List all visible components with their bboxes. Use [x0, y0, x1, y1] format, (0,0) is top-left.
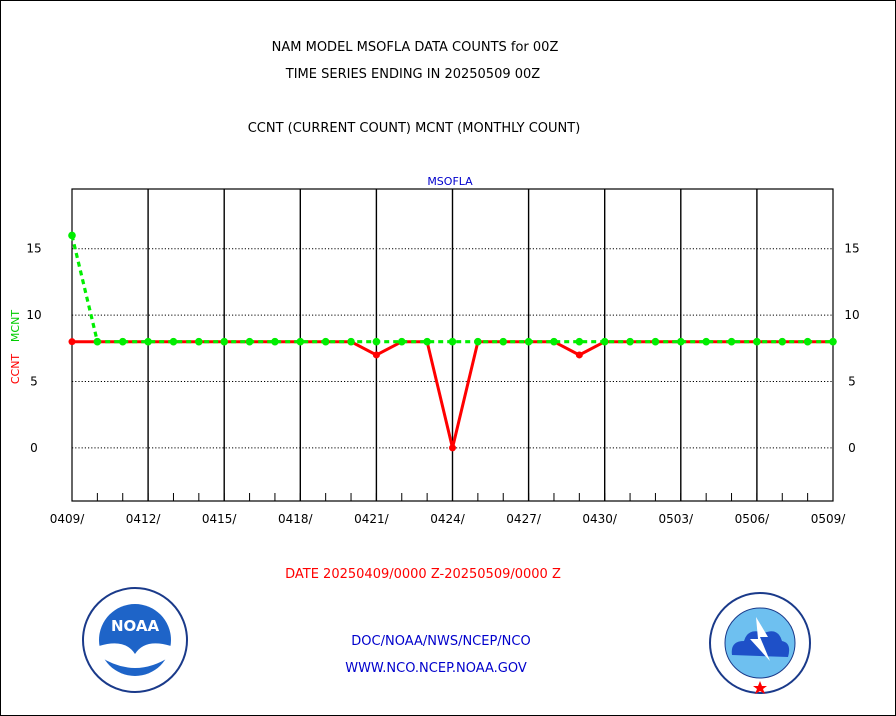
data-point-mcnt	[169, 337, 178, 346]
chart-title-line2: TIME SERIES ENDING IN 20250509 00Z	[285, 67, 541, 82]
x-tick-label: 0418/	[278, 512, 314, 526]
data-point-ccnt	[372, 351, 380, 359]
data-point-ccnt	[575, 351, 583, 359]
y-axis-title: CCNT MCNT	[9, 310, 22, 384]
y-tick-label-right: 5	[848, 375, 856, 389]
data-point-mcnt	[524, 337, 533, 346]
chart-title-line1: NAM MODEL MSOFLA DATA COUNTS for 00Z	[272, 40, 559, 55]
y-tick-label-right: 10	[844, 308, 859, 322]
data-point-ccnt	[449, 444, 456, 452]
nws-logo	[709, 592, 811, 694]
tick-layer: 0409/0412/0415/0418/0421/0424/0427/0430/…	[26, 242, 859, 526]
plot-area: 0409/0412/0415/0418/0421/0424/0427/0430/…	[26, 188, 860, 526]
y-tick-label-left: 15	[26, 242, 41, 256]
data-point-mcnt	[727, 337, 736, 346]
data-point-mcnt	[347, 337, 355, 346]
y-tick-label-left: 10	[26, 308, 41, 322]
x-tick-label: 0430/	[582, 512, 618, 526]
y-tick-label-right: 15	[844, 242, 859, 256]
noaa-logo-text: NOAA	[111, 617, 160, 635]
x-tick-label: 0412/	[126, 512, 162, 526]
y-tick-label-left: 0	[30, 441, 38, 455]
x-tick-label: 0509/	[811, 512, 847, 526]
data-point-mcnt	[195, 337, 203, 346]
data-point-mcnt	[296, 337, 305, 346]
data-point-mcnt	[626, 337, 634, 346]
nws-star-icon	[753, 681, 767, 694]
data-point-mcnt	[423, 337, 431, 346]
data-point-mcnt	[448, 337, 457, 346]
x-tick-label: 0427/	[506, 512, 542, 526]
data-point-mcnt	[550, 337, 558, 346]
nws-lightning-icon	[750, 617, 770, 661]
y-axis-label-ccnt: CCNT	[9, 354, 22, 385]
x-tick-label: 0503/	[659, 512, 695, 526]
footer-line1: DOC/NOAA/NWS/NCEP/NCO	[351, 634, 530, 649]
x-tick-label: 0409/	[50, 512, 86, 526]
y-axis-label-mcnt: MCNT	[9, 310, 22, 342]
data-point-mcnt	[575, 337, 584, 346]
data-point-mcnt	[651, 337, 660, 346]
x-tick-label: 0415/	[202, 512, 238, 526]
data-point-mcnt	[499, 337, 508, 346]
footer-line2: WWW.NCO.NCEP.NOAA.GOV	[345, 661, 527, 676]
data-point-mcnt	[93, 337, 102, 346]
data-point-mcnt	[321, 337, 330, 346]
data-point-mcnt	[474, 337, 482, 346]
data-point-mcnt	[245, 337, 254, 346]
data-point-ccnt	[68, 338, 76, 346]
data-point-mcnt	[118, 337, 127, 346]
series-layer	[68, 231, 837, 452]
chart-subtitle: CCNT (CURRENT COUNT) MCNT (MONTHLY COUNT…	[248, 121, 581, 136]
x-tick-label: 0424/	[430, 512, 466, 526]
data-point-mcnt	[677, 337, 685, 346]
data-point-mcnt	[600, 337, 609, 346]
y-tick-label-right: 0	[848, 441, 856, 455]
data-point-mcnt	[271, 337, 279, 346]
data-point-mcnt	[829, 337, 837, 346]
data-point-mcnt	[220, 337, 228, 346]
data-point-mcnt	[702, 337, 710, 346]
x-axis-label: DATE 20250409/0000 Z-20250509/0000 Z	[285, 567, 561, 582]
data-point-mcnt	[68, 231, 76, 240]
x-tick-label: 0421/	[354, 512, 390, 526]
x-tick-label: 0506/	[735, 512, 771, 526]
noaa-logo: NOAA	[82, 587, 188, 693]
panel-title: MSOFLA	[427, 175, 473, 188]
data-point-mcnt	[778, 337, 787, 346]
data-point-mcnt	[144, 337, 152, 346]
noaa-gull-icon	[99, 643, 171, 668]
data-point-mcnt	[753, 337, 761, 346]
data-point-mcnt	[803, 337, 812, 346]
data-point-mcnt	[372, 337, 381, 346]
data-point-mcnt	[397, 337, 406, 346]
y-tick-label-left: 5	[30, 375, 38, 389]
